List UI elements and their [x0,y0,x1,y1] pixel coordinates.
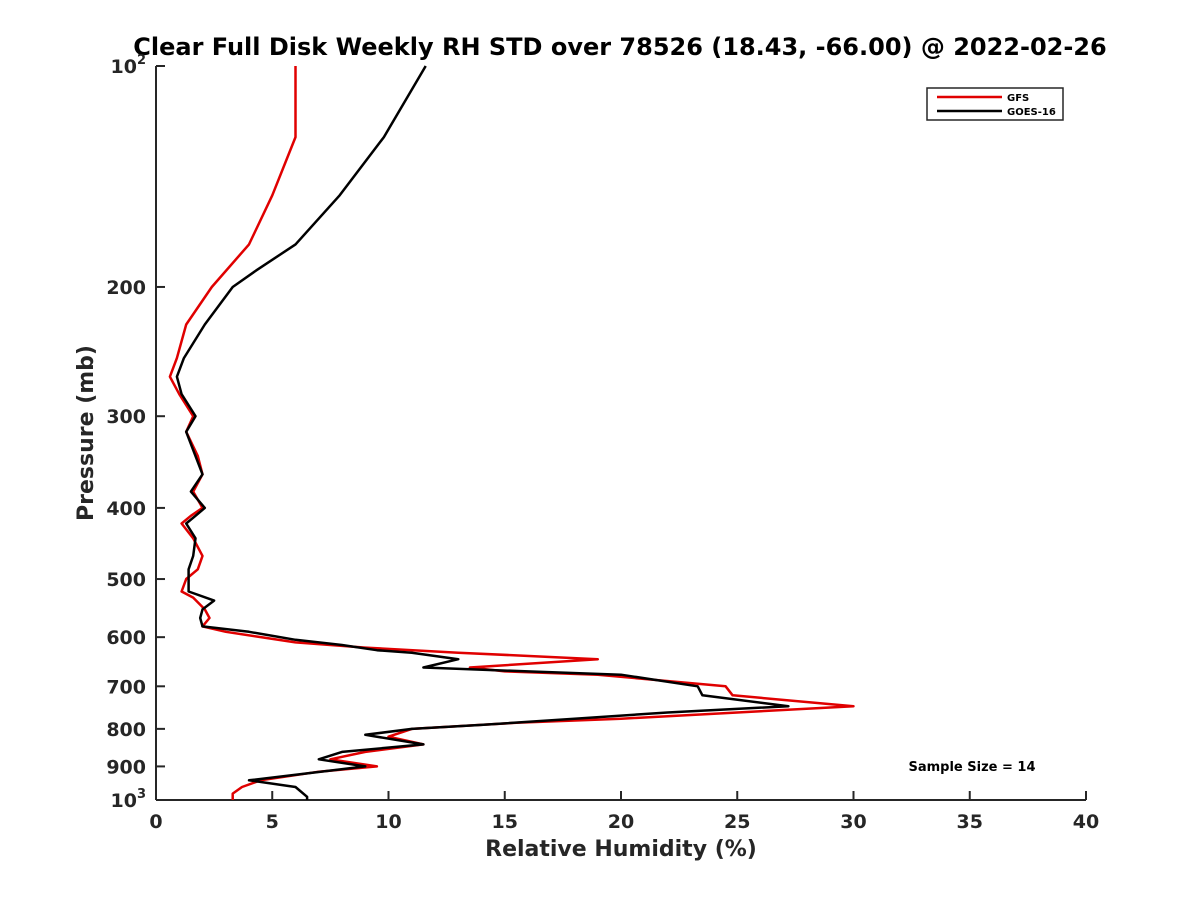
y-tick-label: 300 [106,406,146,428]
sample-size-annotation: Sample Size = 14 [908,760,1035,775]
x-tick-label: 30 [840,811,866,833]
x-axis-label: Relative Humidity (%) [485,837,757,862]
y-tick-label: 400 [106,498,146,520]
series-line-gfs [168,66,855,800]
y-tick-label: 900 [106,756,146,778]
x-tick-label: 10 [375,811,401,833]
y-tick-label: 600 [106,627,146,649]
legend-label-goes-16: GOES-16 [1007,107,1056,118]
x-ticks: 0 5 10 15 20 25 30 35 40 [149,791,1099,833]
series-line-goes-16 [175,65,790,800]
legend-box [926,87,1064,121]
legend: GFS GOES-16 [926,87,1064,121]
y-tick-label: 200 [106,277,146,299]
plot-area: 0 5 10 15 20 25 30 35 40 10220030040050060070080… [106,53,1099,833]
x-tick-label: 0 [149,811,162,833]
x-tick-label: 35 [957,811,983,833]
y-tick-label: 700 [106,676,146,698]
x-tick-label: 20 [608,811,634,833]
y-tick-label-base: 10 [111,790,137,812]
y-tick-label-base: 10 [111,56,137,78]
legend-label-gfs: GFS [1007,93,1029,104]
x-tick-label: 25 [724,811,750,833]
y-axis-label: Pressure (mb) [74,345,99,521]
x-tick-label: 15 [492,811,518,833]
y-tick-label: 500 [106,569,146,591]
x-tick-label: 5 [266,811,279,833]
y-tick-label: 103 [111,787,147,812]
y-tick-label: 102 [111,53,147,78]
series-lines [168,65,855,800]
y-tick-label-exponent: 2 [137,53,146,68]
x-tick-label: 40 [1073,811,1099,833]
chart-title: Clear Full Disk Weekly RH STD over 78526… [133,33,1106,61]
y-tick-label: 800 [106,719,146,741]
y-tick-label-exponent: 3 [137,787,146,802]
